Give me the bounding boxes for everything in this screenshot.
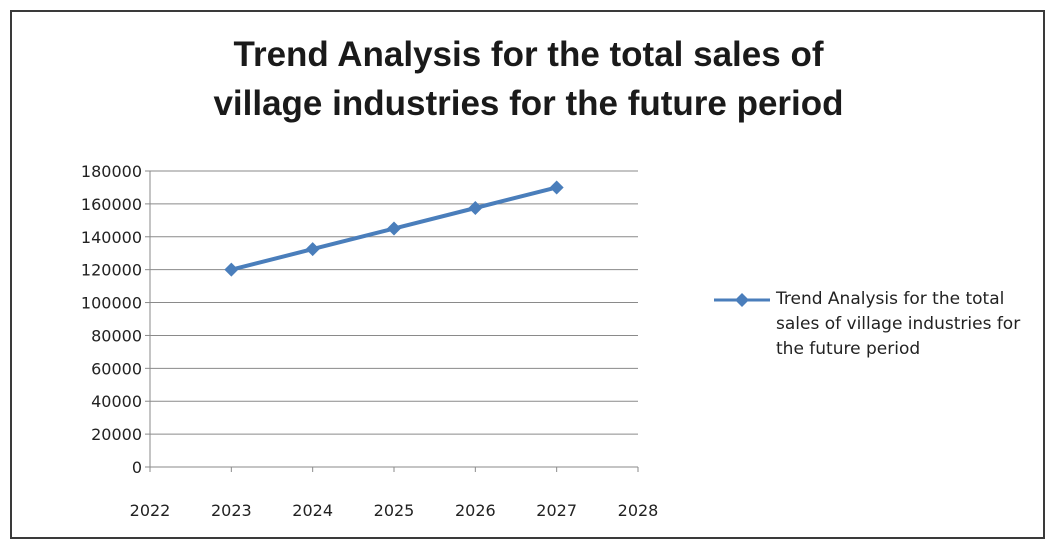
x-tick-label-2027: 2027	[536, 501, 577, 520]
legend-key	[714, 293, 770, 307]
data-point-2023	[224, 262, 239, 277]
axes	[145, 170, 639, 472]
data-point-2025	[387, 221, 401, 236]
y-tick-label-140000: 140000	[81, 228, 142, 247]
x-tick-label-2026: 2026	[455, 501, 496, 520]
data-point-2026	[468, 201, 483, 215]
x-tick-label-2022: 2022	[130, 501, 171, 520]
y-tick-label-0: 0	[132, 458, 142, 477]
y-tick-label-60000: 60000	[91, 359, 142, 378]
x-tick-labels: 2022 2023 2024 2025 2026 2027 2028	[130, 501, 659, 520]
data-point-2024	[305, 242, 320, 257]
x-tick-label-2023: 2023	[211, 501, 252, 520]
x-tick-label-2028: 2028	[618, 501, 659, 520]
legend-key-marker	[735, 293, 749, 307]
data-point-2027	[549, 180, 564, 195]
y-tick-label-40000: 40000	[91, 392, 142, 411]
y-tick-label-100000: 100000	[81, 294, 142, 313]
y-tick-label-160000: 160000	[81, 195, 142, 214]
y-tick-label-80000: 80000	[91, 326, 142, 345]
series-group	[224, 180, 564, 277]
chart-title: Trend Analysis for the total sales of vi…	[0, 30, 1057, 128]
chart-frame	[10, 10, 1045, 539]
y-tick-label-180000: 180000	[81, 162, 142, 181]
x-tick-label-2024: 2024	[292, 501, 333, 520]
y-tick-labels: 0 20000 40000 60000 80000 100000 120000 140000 1…	[81, 162, 142, 477]
y-tick-label-20000: 20000	[91, 425, 142, 444]
legend-label: Trend Analysis for the total sales of vi…	[776, 289, 1021, 359]
x-tick-label-2025: 2025	[374, 501, 415, 520]
chart-title-line-1: Trend Analysis for the total sales of	[233, 35, 824, 74]
y-tick-label-120000: 120000	[81, 261, 142, 280]
gridlines	[150, 170, 638, 435]
chart-title-line-2: village industries for the future period	[213, 84, 844, 123]
